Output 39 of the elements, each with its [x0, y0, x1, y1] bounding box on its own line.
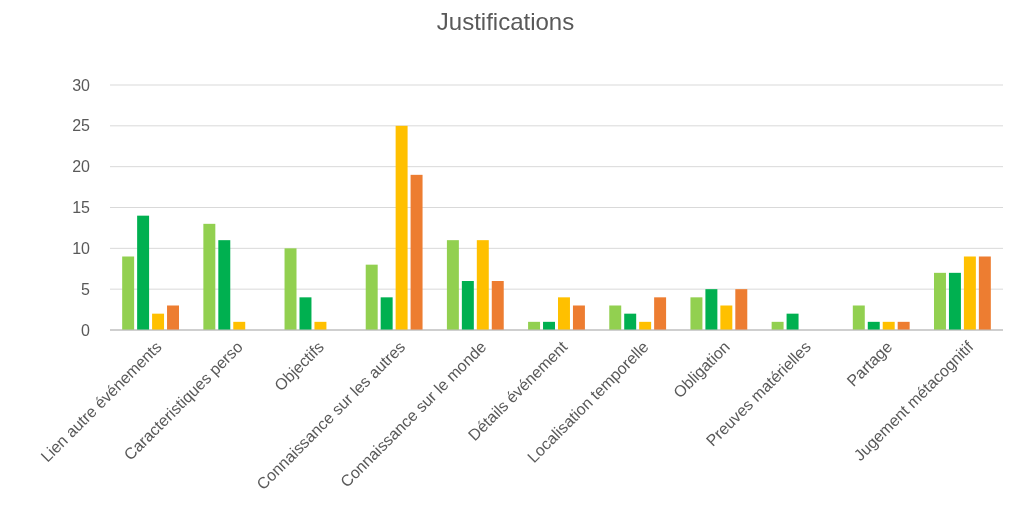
bar [299, 297, 312, 330]
bar [446, 240, 459, 330]
bar [476, 240, 489, 330]
bar [934, 272, 946, 330]
bar [410, 174, 423, 330]
y-tick-label: 30 [72, 76, 91, 94]
bar [491, 281, 504, 330]
bar [978, 256, 991, 330]
bar [558, 297, 570, 330]
bar [461, 281, 474, 330]
bar [203, 223, 216, 330]
bar [122, 256, 135, 330]
bar [852, 305, 865, 330]
bar [365, 264, 378, 330]
bar [720, 305, 733, 330]
bar [948, 272, 961, 330]
bar [654, 297, 667, 330]
bar [218, 240, 231, 330]
chart-title: Justifications [436, 8, 575, 35]
y-tick-label: 10 [72, 239, 91, 257]
bar [690, 297, 703, 330]
bar [380, 297, 393, 330]
bar [284, 248, 297, 330]
y-tick-label: 5 [81, 280, 91, 298]
bar [572, 305, 585, 330]
bar [609, 305, 622, 330]
bar [963, 256, 976, 330]
y-tick-label: 25 [72, 117, 91, 135]
bar [167, 305, 179, 330]
y-tick-label: 20 [72, 158, 91, 176]
bar [152, 313, 165, 330]
y-tick-label: 15 [72, 199, 91, 217]
bar [705, 289, 718, 330]
bar [786, 313, 799, 330]
bar [395, 125, 408, 330]
bar [735, 289, 748, 330]
y-tick-label: 0 [81, 321, 91, 339]
bar [137, 215, 150, 330]
bar [624, 313, 637, 330]
